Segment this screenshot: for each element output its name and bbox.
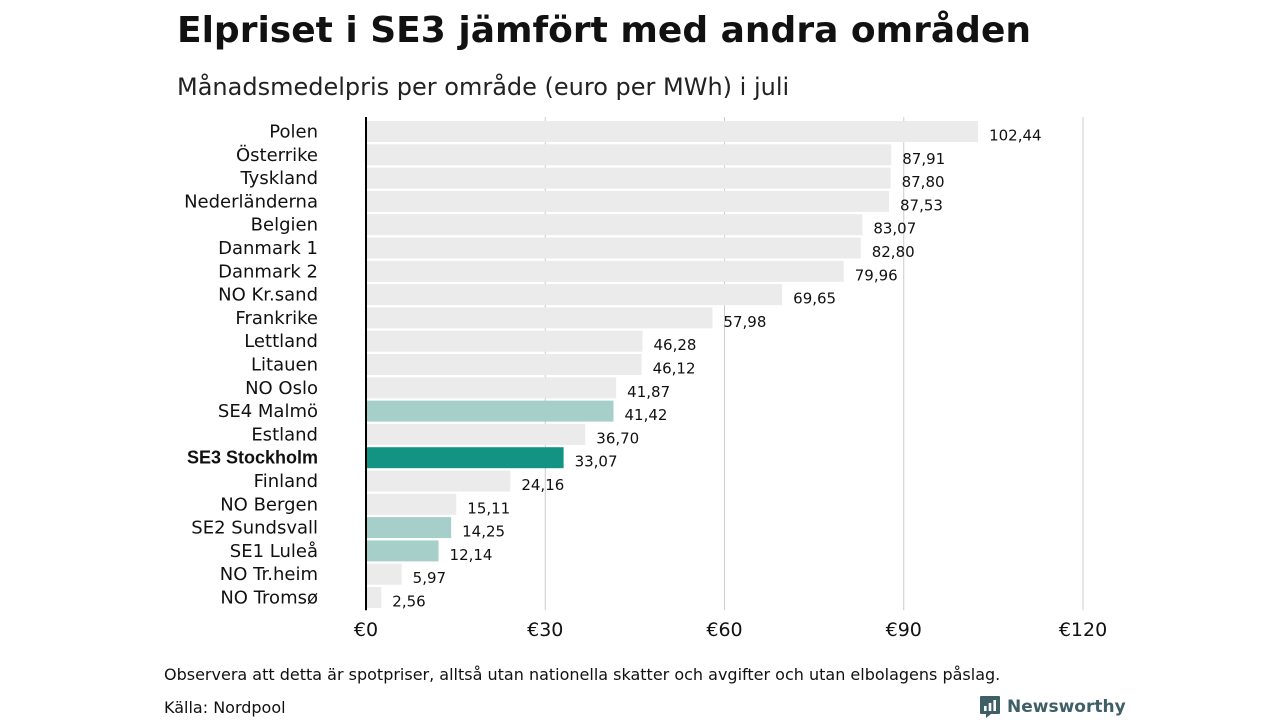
value-label: 14,25 <box>462 523 505 541</box>
category-label: Frankrike <box>235 308 318 329</box>
value-label: 24,16 <box>521 476 564 494</box>
value-label: 15,11 <box>467 499 510 517</box>
bar <box>366 144 892 166</box>
category-label: SE4 Malmö <box>218 401 318 422</box>
value-label: 79,96 <box>855 266 898 284</box>
x-tick-label: €60 <box>706 619 742 641</box>
brand-logo: Newsworthy <box>979 694 1126 720</box>
brand-name: Newsworthy <box>1007 697 1126 717</box>
category-label: Finland <box>254 471 318 492</box>
bar <box>366 214 863 236</box>
category-label: SE1 Luleå <box>230 541 318 562</box>
value-labels: 102,44 87,91 87,80 87,53 83,07 82,80 79,96 69,6… <box>392 127 1041 611</box>
category-label: Lettland <box>244 331 318 352</box>
category-label: NO Tr.heim <box>220 564 318 585</box>
bar <box>366 517 452 539</box>
bar <box>366 587 382 608</box>
bar <box>366 237 861 259</box>
bar <box>366 470 511 492</box>
value-label: 46,12 <box>653 360 696 378</box>
bar <box>366 330 643 352</box>
value-label: 33,07 <box>575 453 618 471</box>
x-tick-labels: €0 €30 €60 €90 €120 <box>354 619 1107 641</box>
bar <box>366 260 844 282</box>
value-label: 36,70 <box>596 429 639 447</box>
value-label: 5,97 <box>413 569 446 587</box>
bar <box>366 493 457 515</box>
x-tick-label: €120 <box>1059 619 1107 641</box>
x-tick-label: €90 <box>886 619 922 641</box>
category-label: NO Tromsø <box>220 588 318 609</box>
category-label: Danmark 2 <box>218 261 318 282</box>
value-label: 83,07 <box>873 220 916 238</box>
newsworthy-logo-icon <box>980 696 1000 718</box>
bar <box>366 447 564 469</box>
value-label: 2,56 <box>392 593 425 611</box>
x-tick-label: €0 <box>354 619 378 641</box>
bar <box>366 190 889 212</box>
bar <box>366 307 713 329</box>
bar <box>366 540 439 562</box>
category-label: Danmark 1 <box>218 238 318 259</box>
footnote: Observera att detta är spotpriser, allts… <box>164 665 1001 684</box>
chart-title: Elpriset i SE3 jämfört med andra områden <box>177 10 1031 51</box>
value-label: 41,42 <box>624 406 667 424</box>
value-label: 46,28 <box>654 336 697 354</box>
category-label: Belgien <box>251 215 318 236</box>
chart-subtitle: Månadsmedelpris per område (euro per MWh… <box>177 73 790 101</box>
source-note: Källa: Nordpool <box>164 698 286 717</box>
category-label: Tyskland <box>239 168 318 189</box>
bar <box>366 563 402 585</box>
category-label: SE3 Stockholm <box>187 448 318 468</box>
value-label: 82,80 <box>872 243 915 261</box>
value-label: 57,98 <box>723 313 766 331</box>
category-label: Litauen <box>251 355 318 376</box>
category-label: SE2 Sundsvall <box>191 518 318 539</box>
category-label: Nederländerna <box>184 191 318 212</box>
bar <box>366 354 642 375</box>
bar <box>366 167 891 189</box>
value-label: 87,91 <box>902 150 945 168</box>
bar <box>366 284 783 306</box>
category-label: NO Bergen <box>220 494 318 515</box>
x-tick-label: €30 <box>527 619 563 641</box>
bar <box>366 423 586 445</box>
bars <box>366 121 979 608</box>
value-label: 12,14 <box>450 546 493 564</box>
category-label: NO Oslo <box>245 378 318 399</box>
value-label: 102,44 <box>989 127 1042 145</box>
category-label: Österrike <box>236 144 318 166</box>
value-label: 69,65 <box>793 290 836 308</box>
category-label: Polen <box>269 122 318 143</box>
bar <box>366 377 617 399</box>
value-label: 87,53 <box>900 196 943 214</box>
category-label: NO Kr.sand <box>218 285 318 306</box>
bar <box>366 400 614 422</box>
category-label: Estland <box>251 424 318 445</box>
value-label: 87,80 <box>902 173 945 191</box>
bar <box>366 121 979 142</box>
value-label: 41,87 <box>627 383 670 401</box>
